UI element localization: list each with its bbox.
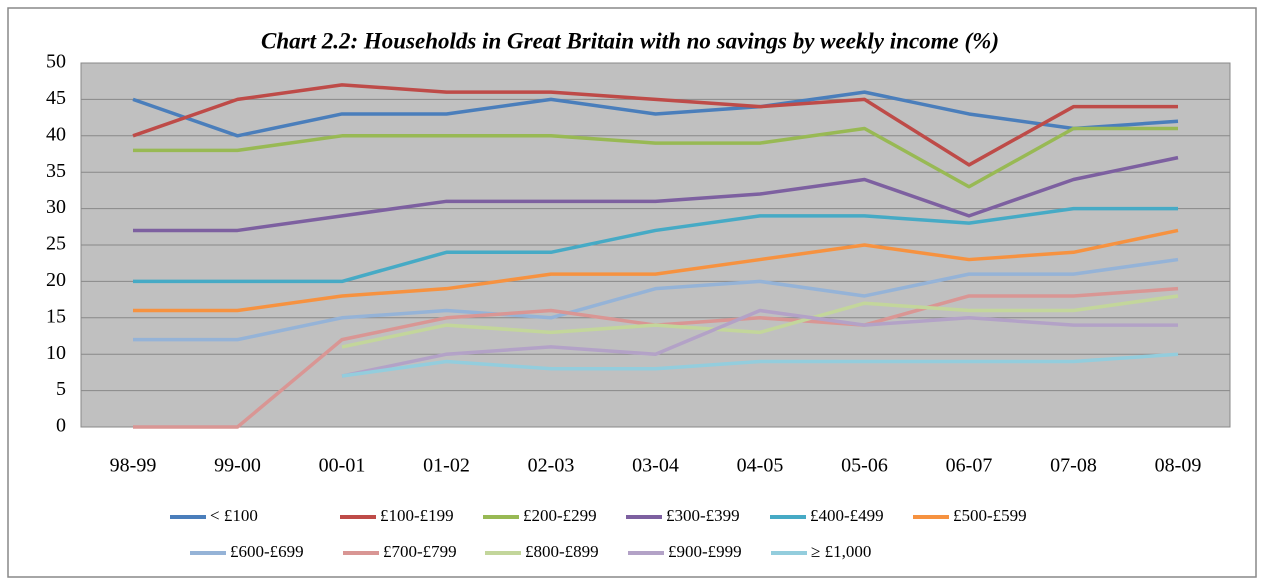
series-line: [133, 228, 1179, 313]
y-tick-label: 20: [46, 269, 66, 291]
y-tick-label: 25: [46, 233, 66, 255]
legend-label: £600-£699: [230, 542, 304, 561]
series-line: [132, 83, 1178, 167]
y-tick-label: 15: [46, 305, 66, 327]
legend-label: £100-£199: [380, 506, 454, 525]
legend-label: £500-£599: [953, 506, 1027, 525]
x-tick-label: 01-02: [423, 455, 470, 477]
series-line: [341, 308, 1178, 378]
legend-label: ≥ £1,000: [811, 542, 871, 561]
series-line: [133, 155, 1179, 233]
legend-label: £700-£799: [383, 542, 457, 561]
y-tick-label: 50: [46, 51, 66, 73]
y-tick-label: 5: [56, 378, 66, 400]
series-line: [133, 126, 1178, 189]
x-tick-label: 03-04: [632, 455, 679, 477]
series-line: [132, 90, 1179, 138]
x-tick-label: 02-03: [528, 455, 575, 477]
x-tick-label: 08-09: [1155, 455, 1202, 477]
chart-title: Chart 2.2: Households in Great Britain w…: [261, 28, 999, 53]
y-tick-label: 35: [46, 160, 66, 182]
legend-label: £900-£999: [668, 542, 742, 561]
legend-label: < £100: [210, 506, 258, 525]
y-tick-label: 0: [56, 415, 66, 437]
legend-label: £300-£399: [666, 506, 740, 525]
x-tick-label: 07-08: [1050, 455, 1097, 477]
x-tick-label: 98-99: [110, 455, 157, 477]
series-line: [133, 257, 1179, 342]
legend-label: £400-£499: [810, 506, 884, 525]
legend-label: £200-£299: [523, 506, 597, 525]
y-tick-label: 10: [46, 342, 66, 364]
x-tick-label: 04-05: [737, 455, 784, 477]
y-tick-label: 40: [46, 123, 66, 145]
legend-label: £800-£899: [525, 542, 599, 561]
series-line: [133, 206, 1178, 284]
x-tick-label: 06-07: [946, 455, 993, 477]
y-tick-label: 30: [46, 196, 66, 218]
x-tick-label: 00-01: [319, 455, 366, 477]
y-tick-label: 45: [46, 87, 66, 109]
series-line: [341, 294, 1179, 349]
x-tick-label: 05-06: [841, 455, 888, 477]
x-tick-label: 99-00: [214, 455, 261, 477]
series-line: [341, 352, 1179, 378]
